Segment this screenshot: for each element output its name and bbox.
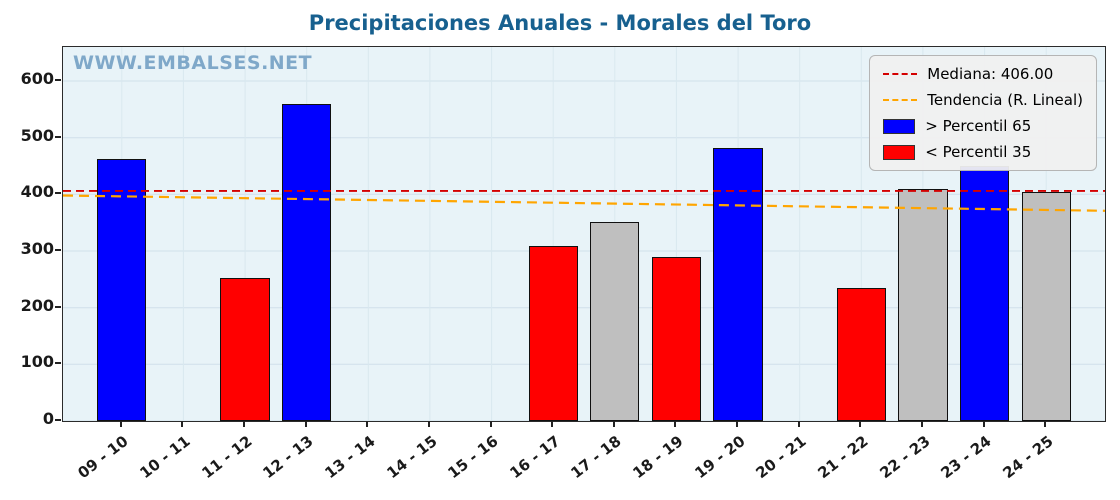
median-line-sample-icon xyxy=(883,73,918,75)
x-tick-mark xyxy=(920,421,923,427)
bar-09-10 xyxy=(97,159,147,421)
legend-item-trend: Tendencia (R. Lineal) xyxy=(883,91,1083,109)
bar-24-25 xyxy=(1021,191,1071,421)
x-tick-mark xyxy=(674,421,677,427)
bar-23-24 xyxy=(959,166,1010,421)
legend-label-percentil65: > Percentil 65 xyxy=(925,117,1032,135)
bar-22-23 xyxy=(898,188,948,421)
percentil35-swatch-icon xyxy=(883,144,916,160)
y-tick-label: 300 xyxy=(20,239,54,258)
bar-19-20 xyxy=(713,147,763,421)
x-tick-label: 15 - 16 xyxy=(444,432,502,483)
legend-label-median: Mediana: 406.00 xyxy=(927,65,1054,83)
x-tick-mark xyxy=(736,421,739,427)
percentil65-swatch-icon xyxy=(883,118,916,134)
x-tick-mark xyxy=(304,421,307,427)
y-tick-mark xyxy=(55,305,61,308)
x-tick-label: 22 - 23 xyxy=(875,432,934,483)
x-tick-label: 09 - 10 xyxy=(74,432,132,483)
y-tick-mark xyxy=(55,362,61,365)
legend-item-percentil35: < Percentil 35 xyxy=(883,143,1083,161)
x-tick-label: 18 - 19 xyxy=(629,432,687,483)
x-tick-mark xyxy=(612,421,615,427)
y-tick-label: 600 xyxy=(20,69,54,88)
legend: Mediana: 406.00 Tendencia (R. Lineal) > … xyxy=(869,55,1097,171)
x-tick-label: 20 - 21 xyxy=(752,432,810,483)
x-tick-mark xyxy=(181,421,184,427)
legend-label-trend: Tendencia (R. Lineal) xyxy=(927,91,1083,109)
x-tick-mark xyxy=(427,421,430,427)
x-tick-label: 12 - 13 xyxy=(259,432,317,483)
x-tick-mark xyxy=(1044,421,1047,427)
x-tick-mark xyxy=(366,421,369,427)
x-tick-mark xyxy=(489,421,492,427)
x-tick-label: 21 - 22 xyxy=(814,432,872,483)
x-tick-label: 17 - 18 xyxy=(567,432,625,483)
legend-label-percentil35: < Percentil 35 xyxy=(925,143,1032,161)
x-tick-label: 23 - 24 xyxy=(937,432,995,483)
x-tick-mark xyxy=(982,421,985,427)
plot-area: WWW.EMBALSES.NET Mediana: 406.00 Tendenc… xyxy=(62,46,1106,422)
x-tick-label: 19 - 20 xyxy=(691,432,749,483)
y-tick-label: 0 xyxy=(42,409,54,428)
y-tick-mark xyxy=(55,419,61,421)
trend-line-sample-icon xyxy=(883,99,918,101)
x-tick-label: 16 - 17 xyxy=(506,432,564,483)
legend-item-percentil65: > Percentil 65 xyxy=(883,117,1083,135)
x-tick-mark xyxy=(797,421,800,427)
y-tick-label: 100 xyxy=(20,352,54,372)
y-tick-label: 400 xyxy=(20,182,54,202)
y-tick-mark xyxy=(55,249,61,251)
watermark: WWW.EMBALSES.NET xyxy=(73,52,313,74)
legend-item-median: Mediana: 406.00 xyxy=(883,65,1083,83)
x-tick-mark xyxy=(119,421,122,427)
y-tick-mark xyxy=(55,135,61,138)
x-tick-label: 24 - 25 xyxy=(999,432,1057,483)
x-tick-mark xyxy=(551,421,554,427)
x-tick-label: 13 - 14 xyxy=(321,432,379,483)
x-tick-label: 14 - 15 xyxy=(382,432,441,483)
bar-21-22 xyxy=(836,287,886,421)
x-tick-label: 10 - 11 xyxy=(136,432,194,483)
y-tick-mark xyxy=(55,79,61,81)
bar-16-17 xyxy=(528,246,578,421)
bar-17-18 xyxy=(590,221,640,421)
x-tick-label: 11 - 12 xyxy=(198,432,256,483)
y-tick-mark xyxy=(55,192,61,195)
y-tick-label: 500 xyxy=(20,125,54,145)
bar-12-13 xyxy=(282,103,332,421)
bar-11-12 xyxy=(220,278,270,421)
bar-18-19 xyxy=(651,256,702,421)
x-tick-mark xyxy=(859,421,862,427)
x-tick-mark xyxy=(243,421,246,427)
y-tick-label: 200 xyxy=(20,295,54,315)
chart-title: Precipitaciones Anuales - Morales del To… xyxy=(308,11,812,35)
